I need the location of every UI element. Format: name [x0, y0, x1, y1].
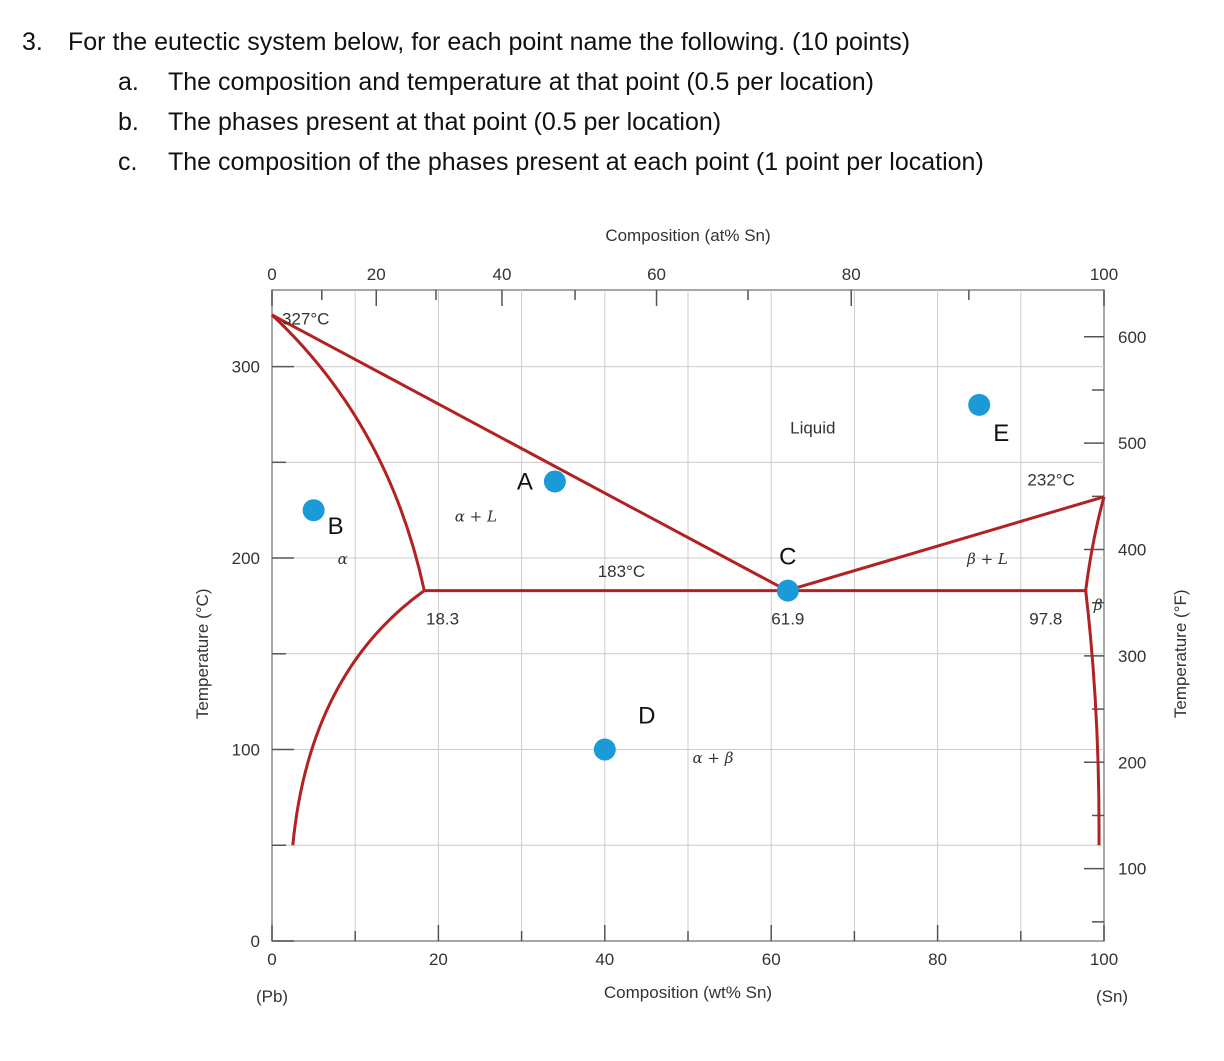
alpha-solvus-line	[291, 589, 426, 846]
point-c-marker	[776, 579, 799, 602]
marked-points	[302, 393, 991, 761]
beta-liquid-region-label: β + L	[966, 550, 1008, 568]
point-d-label: D	[638, 703, 655, 730]
y-right-axis-title: Temperature (°F)	[1171, 589, 1190, 718]
x-top-tick-label: 0	[267, 265, 276, 284]
y-tick-label: 100	[232, 741, 260, 760]
x-tick-label: 20	[429, 950, 448, 969]
y-tick-label: 300	[232, 358, 260, 377]
y-right-tick-label: 300	[1118, 647, 1146, 666]
item-letter: b.	[118, 108, 139, 136]
alpha-region-label: α	[338, 550, 348, 568]
question-item-b: b. The phases present at that point (0.5 …	[118, 108, 721, 137]
point-d-marker	[593, 738, 616, 761]
x-top-tick-label: 60	[647, 265, 666, 284]
sn-melting-label: 232°C	[1027, 470, 1074, 489]
beta-max-label: 97.8	[1029, 609, 1062, 628]
item-text: The composition of the phases present at…	[168, 148, 984, 176]
y-right-tick-label: 100	[1118, 860, 1146, 879]
x-tick-label: 0	[267, 950, 276, 969]
item-text: The composition and temperature at that …	[168, 68, 874, 96]
y-right-tick-label: 500	[1118, 434, 1146, 453]
point-e-marker	[968, 393, 991, 416]
point-b-label: B	[328, 513, 344, 540]
question-text: For the eutectic system below, for each …	[68, 28, 911, 56]
point-e-label: E	[993, 420, 1009, 447]
beta-solidus-line	[1084, 496, 1106, 591]
item-letter: c.	[118, 148, 138, 176]
eutectic-comp-label: 61.9	[771, 609, 804, 628]
question-item-c: c. The composition of the phases present …	[118, 148, 984, 177]
y-right-tick-label: 200	[1118, 753, 1146, 772]
alpha-max-label: 18.3	[426, 609, 459, 628]
point-a-label: A	[517, 468, 533, 495]
point-a-marker	[543, 470, 566, 493]
alpha-liquid-region-label: α + L	[455, 508, 497, 526]
pb-melting-label: 327°C	[282, 309, 329, 328]
pb-end-label: (Pb)	[256, 987, 288, 1006]
question-title: 3. For the eutectic system below, for eac…	[22, 28, 910, 57]
alpha-beta-region-label: α + β	[693, 749, 734, 767]
chart-labels: 0 20 40 60 80 100 0 20 40 60 80 100 0 100 200 300 100 200…	[193, 226, 1190, 1006]
question-item-a: a. The composition and temperature at tha…	[118, 68, 874, 97]
x-top-tick-label: 20	[367, 265, 386, 284]
x-top-tick-label: 100	[1090, 265, 1118, 284]
x-top-tick-label: 80	[842, 265, 861, 284]
item-text: The phases present at that point (0.5 pe…	[168, 108, 722, 136]
x-top-axis-title: Composition (at% Sn)	[605, 226, 770, 245]
x-tick-label: 60	[762, 950, 781, 969]
x-tick-label: 100	[1090, 950, 1118, 969]
item-letter: a.	[118, 68, 139, 96]
question-number: 3.	[22, 28, 43, 56]
x-tick-label: 40	[595, 950, 614, 969]
beta-region-label: β	[1093, 596, 1103, 614]
point-b-marker	[302, 499, 325, 522]
y-right-tick-label: 600	[1118, 328, 1146, 347]
axis-ticks	[271, 290, 1105, 942]
sn-end-label: (Sn)	[1096, 987, 1128, 1006]
grid	[272, 290, 1104, 941]
x-tick-label: 80	[928, 950, 947, 969]
x-top-tick-label: 40	[492, 265, 511, 284]
y-axis-title: Temperature (°C)	[193, 589, 212, 720]
point-c-label: C	[779, 544, 796, 571]
y-tick-label: 200	[232, 549, 260, 568]
eutectic-temp-label: 183°C	[598, 562, 645, 581]
liquid-region-label: Liquid	[790, 419, 835, 438]
x-axis-title: Composition (wt% Sn)	[604, 983, 772, 1002]
y-tick-label: 0	[251, 932, 260, 951]
y-right-tick-label: 400	[1118, 541, 1146, 560]
beta-solvus-line	[1084, 590, 1101, 846]
alpha-solidus-line	[270, 313, 426, 591]
